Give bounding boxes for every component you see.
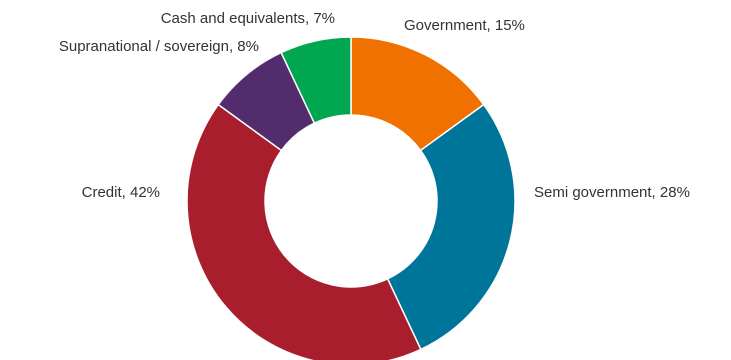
label-credit: Credit, 42% (82, 184, 160, 201)
slice-credit (186, 103, 422, 360)
label-semi-government: Semi government, 28% (534, 184, 690, 201)
slice-cash-and-equivalents (280, 36, 352, 125)
slice-semi-government (386, 103, 516, 351)
donut-slices (186, 36, 516, 360)
label-government: Government, 15% (404, 17, 525, 34)
label-cash-and-equivalents: Cash and equivalents, 7% (161, 10, 335, 27)
slice-labels: Government, 15% Semi government, 28% Credi… (59, 10, 690, 201)
label-supranational-sovereign: Supranational / sovereign, 8% (59, 38, 259, 55)
